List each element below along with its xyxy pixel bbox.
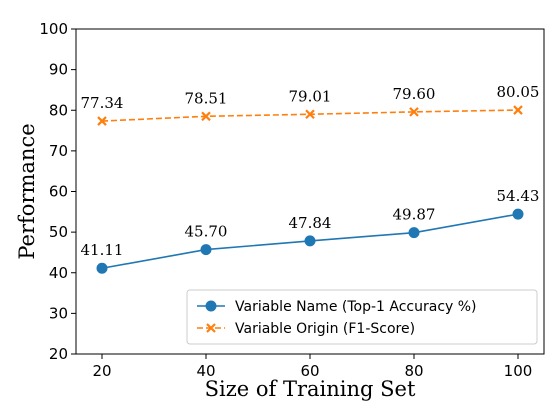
legend-marker-variable-name: [205, 300, 217, 312]
legend-entry-variable-origin: Variable Origin (F1-Score): [197, 321, 415, 337]
y-tick-label: 90: [49, 61, 68, 79]
y-tick-label: 40: [49, 264, 68, 282]
data-point-1: [201, 111, 211, 122]
data-point-1: [409, 107, 419, 117]
data-point-0: [200, 244, 212, 256]
data-point-1: [97, 116, 107, 126]
y-tick-label: 50: [49, 223, 68, 241]
y-axis: 20 30 40 50 60 70 80 90 100: [39, 20, 76, 363]
data-point-1: [513, 105, 523, 115]
data-point-0: [408, 227, 420, 239]
data-label-0: 45.70: [185, 223, 228, 241]
x-tick-label: 100: [504, 362, 533, 380]
data-label-1: 79.60: [393, 85, 436, 103]
series-layer: [96, 105, 524, 274]
x-tick-label: 20: [92, 362, 111, 380]
data-label-0: 54.43: [497, 187, 540, 205]
legend: Variable Name (Top-1 Accuracy %) Variabl…: [186, 289, 538, 345]
legend-marker-variable-origin: [206, 323, 216, 333]
y-axis-title: Performance: [15, 123, 39, 259]
data-point-0: [512, 208, 524, 220]
legend-box: [186, 289, 538, 345]
y-tick-label: 80: [49, 101, 68, 119]
x-axis-title: Size of Training Set: [205, 377, 416, 401]
x-tick-label: 80: [404, 362, 423, 380]
data-point-1: [305, 109, 315, 120]
data-label-1: 79.01: [289, 87, 332, 105]
x-axis: 20 40 60 80 100: [92, 354, 532, 380]
data-label-1: 80.05: [497, 83, 540, 101]
x-tick-label: 60: [300, 362, 319, 380]
data-label-0: 47.84: [289, 214, 332, 232]
data-point-0: [96, 262, 108, 274]
y-tick-label: 30: [49, 304, 68, 322]
data-point-0: [304, 235, 316, 247]
y-tick-label: 60: [49, 183, 68, 201]
legend-label-variable-origin: Variable Origin (F1-Score): [235, 321, 415, 337]
x-tick-label: 40: [196, 362, 215, 380]
data-label-0: 49.87: [393, 206, 436, 224]
legend-label-variable-name: Variable Name (Top-1 Accuracy %): [235, 299, 477, 315]
y-tick-label: 20: [49, 345, 68, 363]
legend-entry-variable-name: Variable Name (Top-1 Accuracy %): [197, 299, 477, 315]
data-labels: 41.11 45.70 47.84 49.87 54.43 77.34 78.51 79.01…: [81, 83, 540, 259]
y-tick-label: 100: [39, 20, 68, 38]
data-label-1: 77.34: [81, 94, 124, 112]
y-tick-label: 70: [49, 142, 68, 160]
data-label-0: 41.11: [81, 241, 124, 259]
data-label-1: 78.51: [185, 89, 228, 107]
